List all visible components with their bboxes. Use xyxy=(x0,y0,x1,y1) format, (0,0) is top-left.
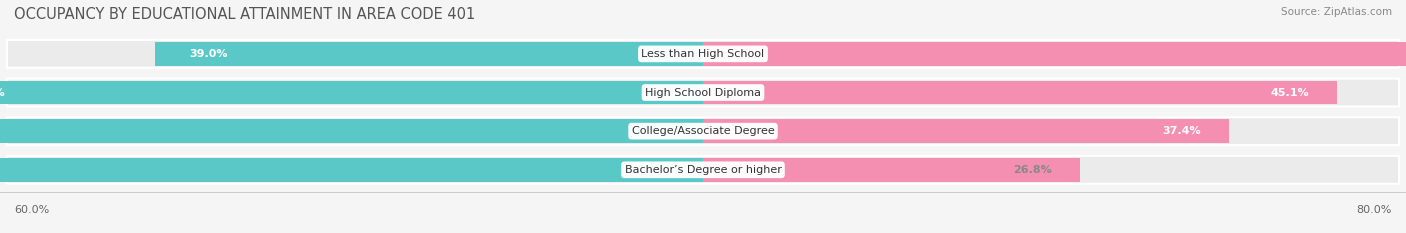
Bar xyxy=(0,158,703,182)
Text: 37.4%: 37.4% xyxy=(1163,126,1201,136)
Text: 26.8%: 26.8% xyxy=(1012,165,1052,175)
FancyBboxPatch shape xyxy=(7,40,1399,68)
Bar xyxy=(155,42,703,66)
Text: 60.0%: 60.0% xyxy=(14,205,49,215)
FancyBboxPatch shape xyxy=(7,79,1399,106)
FancyBboxPatch shape xyxy=(7,156,1399,184)
FancyBboxPatch shape xyxy=(7,117,1399,145)
Text: College/Associate Degree: College/Associate Degree xyxy=(631,126,775,136)
Text: Bachelor’s Degree or higher: Bachelor’s Degree or higher xyxy=(624,165,782,175)
Text: 80.0%: 80.0% xyxy=(1357,205,1392,215)
Bar xyxy=(703,42,1406,66)
Text: 39.0%: 39.0% xyxy=(190,49,228,59)
Bar xyxy=(703,119,1229,143)
Text: Less than High School: Less than High School xyxy=(641,49,765,59)
Text: OCCUPANCY BY EDUCATIONAL ATTAINMENT IN AREA CODE 401: OCCUPANCY BY EDUCATIONAL ATTAINMENT IN A… xyxy=(14,7,475,22)
Text: High School Diploma: High School Diploma xyxy=(645,88,761,98)
Bar xyxy=(0,81,703,104)
Text: 54.9%: 54.9% xyxy=(0,88,6,98)
Text: Source: ZipAtlas.com: Source: ZipAtlas.com xyxy=(1281,7,1392,17)
Text: 45.1%: 45.1% xyxy=(1271,88,1309,98)
Bar xyxy=(0,119,703,143)
Bar xyxy=(703,158,1080,182)
Bar xyxy=(703,81,1337,104)
